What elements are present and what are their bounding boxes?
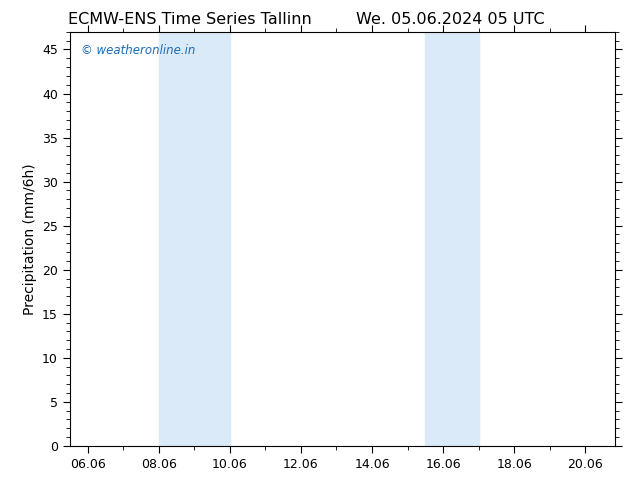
Text: © weatheronline.in: © weatheronline.in [81,44,195,57]
Bar [425,32,479,446]
Text: We. 05.06.2024 05 UTC: We. 05.06.2024 05 UTC [356,12,545,27]
Y-axis label: Precipitation (mm/6h): Precipitation (mm/6h) [22,163,37,315]
Bar [158,32,230,446]
Text: ECMW-ENS Time Series Tallinn: ECMW-ENS Time Series Tallinn [68,12,312,27]
